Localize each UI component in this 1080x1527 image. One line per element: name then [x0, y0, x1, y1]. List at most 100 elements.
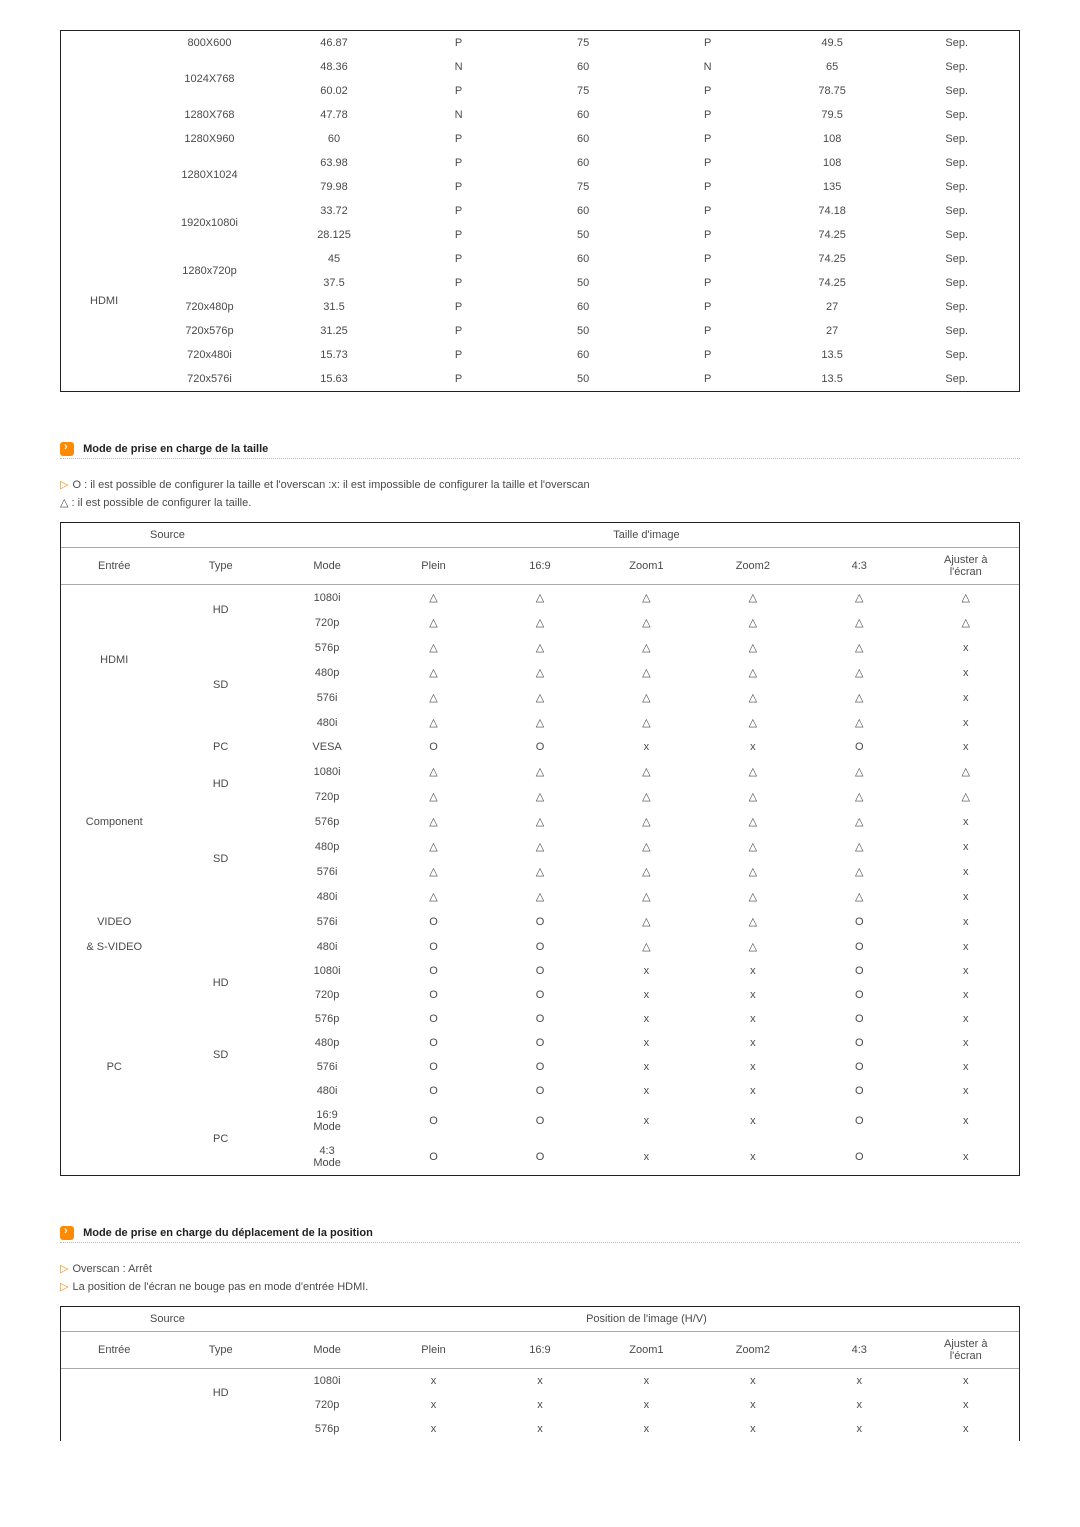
value-cell: △ [593, 759, 699, 784]
value-cell: O [806, 959, 912, 983]
value-cell: △ [700, 834, 806, 859]
column-header: Type [167, 1332, 273, 1369]
data-cell: 37.5 [272, 271, 397, 295]
section3-notes: ▷Overscan : Arrêt ▷La position de l'écra… [60, 1261, 1020, 1296]
value-cell: △ [700, 934, 806, 959]
value-cell: △ [806, 685, 912, 710]
value-cell: △ [487, 859, 593, 884]
value-cell: x [700, 1031, 806, 1055]
resolution-cell: 720x576i [147, 367, 272, 391]
column-header: Ajuster àl'écran [913, 1332, 1020, 1369]
entree-cell: Component [61, 735, 167, 909]
column-header: Plein [380, 1332, 486, 1369]
value-cell: x [487, 1393, 593, 1417]
note-text: Overscan : Arrêt [72, 1263, 151, 1275]
value-cell: △ [487, 585, 593, 611]
resolution-cell: 720x576p [147, 319, 272, 343]
data-cell: P [645, 31, 770, 55]
data-cell: 60 [521, 55, 646, 79]
value-cell: △ [487, 784, 593, 809]
entree-cell: HDMI [61, 585, 167, 736]
data-cell: Sep. [894, 199, 1019, 223]
data-cell: P [645, 175, 770, 199]
type-cell: HD [167, 585, 273, 636]
column-header: Zoom2 [700, 548, 806, 585]
value-cell: △ [380, 759, 486, 784]
value-cell: O [487, 983, 593, 1007]
type-cell: SD [167, 635, 273, 735]
data-cell: 63.98 [272, 151, 397, 175]
data-cell: N [645, 55, 770, 79]
data-cell: 75 [521, 79, 646, 103]
tick-icon: ▷ [60, 479, 68, 491]
value-cell: △ [806, 884, 912, 909]
mode-cell: 1080i [274, 585, 380, 611]
value-cell: x [806, 1393, 912, 1417]
data-cell: Sep. [894, 247, 1019, 271]
value-cell: △ [700, 809, 806, 834]
value-cell: O [380, 909, 486, 934]
value-cell: △ [593, 934, 699, 959]
type-cell [167, 909, 273, 959]
mode-cell: 720p [274, 1393, 380, 1417]
value-cell: O [380, 735, 486, 759]
value-cell: O [806, 1139, 912, 1175]
data-cell: 27 [770, 319, 895, 343]
value-cell: x [913, 685, 1020, 710]
resolution-cell: 800X600 [147, 31, 272, 55]
data-cell: Sep. [894, 367, 1019, 391]
value-cell: x [913, 1055, 1020, 1079]
note-text: △ : il est possible de configurer la tai… [60, 497, 251, 509]
value-cell: △ [913, 585, 1020, 611]
data-cell: 60 [272, 127, 397, 151]
data-cell: P [396, 127, 521, 151]
data-cell: 28.125 [272, 223, 397, 247]
value-cell: O [380, 1139, 486, 1175]
value-cell: △ [700, 710, 806, 735]
value-cell: x [700, 1079, 806, 1103]
data-cell: Sep. [894, 151, 1019, 175]
value-cell: x [913, 983, 1020, 1007]
value-cell: x [700, 1055, 806, 1079]
data-cell: P [645, 247, 770, 271]
value-cell: x [700, 983, 806, 1007]
mode-cell: 4:3Mode [274, 1139, 380, 1175]
value-cell: x [913, 1139, 1020, 1175]
resolution-cell: 1280x720p [147, 247, 272, 295]
column-header: 16:9 [487, 548, 593, 585]
header-position: Position de l'image (H/V) [274, 1307, 1019, 1332]
data-cell: Sep. [894, 223, 1019, 247]
data-cell: P [396, 271, 521, 295]
value-cell: △ [700, 759, 806, 784]
value-cell: △ [593, 834, 699, 859]
value-cell: x [593, 1031, 699, 1055]
value-cell: △ [913, 759, 1020, 784]
resolution-cell: 720x480i [147, 343, 272, 367]
column-header: Mode [274, 1332, 380, 1369]
value-cell: x [593, 959, 699, 983]
data-cell: 74.25 [770, 271, 895, 295]
value-cell: x [593, 983, 699, 1007]
value-cell: x [913, 809, 1020, 834]
type-cell: SD [167, 809, 273, 909]
value-cell: x [593, 1079, 699, 1103]
value-cell: x [700, 1369, 806, 1394]
value-cell: x [913, 635, 1020, 660]
mode-cell: 720p [274, 784, 380, 809]
mode-cell: 480p [274, 1031, 380, 1055]
data-cell: 79.98 [272, 175, 397, 199]
value-cell: x [700, 1417, 806, 1441]
data-cell: 27 [770, 295, 895, 319]
data-cell: P [645, 295, 770, 319]
data-cell: P [645, 151, 770, 175]
value-cell: O [487, 1031, 593, 1055]
data-cell: 65 [770, 55, 895, 79]
value-cell: △ [593, 685, 699, 710]
value-cell: x [593, 1055, 699, 1079]
data-cell: 74.18 [770, 199, 895, 223]
entree-cell: VIDEO [61, 909, 167, 934]
value-cell: △ [487, 884, 593, 909]
column-header: Zoom2 [700, 1332, 806, 1369]
value-cell: △ [487, 759, 593, 784]
resolution-cell: 720x480p [147, 295, 272, 319]
